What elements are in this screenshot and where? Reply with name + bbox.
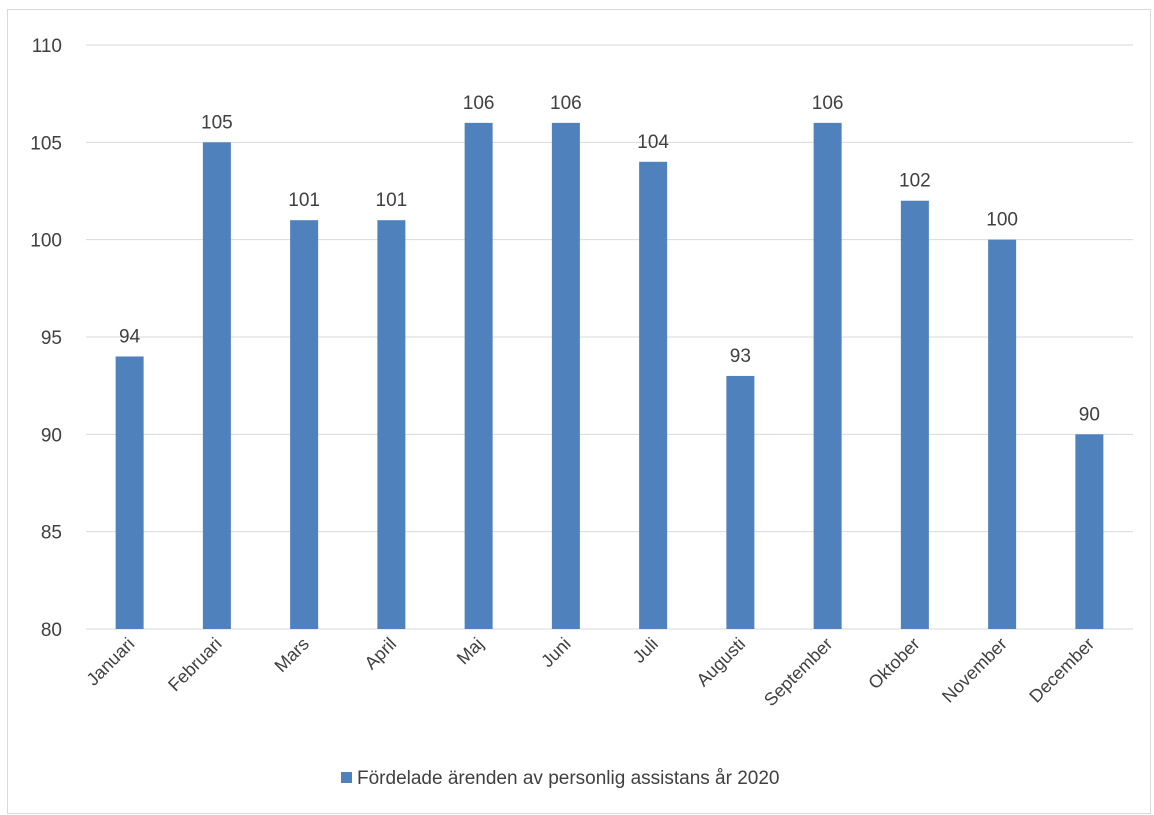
bar: [115, 356, 144, 629]
x-category-label: November: [938, 634, 1011, 707]
legend-label: Fördelade ärenden av personlig assistans…: [357, 768, 780, 789]
bar: [900, 200, 929, 629]
x-category-label: December: [1025, 634, 1098, 707]
data-label: 94: [119, 326, 141, 347]
data-labels: 94 105 101 101 106 106 104 93 106 102 100 90: [119, 93, 1100, 425]
x-category-label: Oktober: [864, 634, 923, 693]
legend-swatch: [341, 772, 352, 783]
data-label: 106: [463, 93, 495, 114]
x-category-label: Juni: [537, 634, 574, 671]
x-category-label: Mars: [271, 634, 313, 676]
x-category-label: Maj: [453, 634, 488, 669]
bar: [290, 220, 319, 629]
x-category-label: April: [361, 634, 401, 674]
y-tick-label: 95: [41, 328, 62, 349]
legend: Fördelade ärenden av personlig assistans…: [341, 768, 780, 789]
x-axis-categories: Januari Februari Mars April Maj Juni Juli Augus…: [83, 634, 1099, 710]
bar: [551, 122, 580, 629]
x-category-label: Februari: [164, 634, 226, 696]
y-tick-label: 100: [30, 231, 62, 252]
data-label: 93: [730, 346, 751, 367]
bar: [1075, 434, 1104, 629]
y-tick-label: 80: [41, 620, 62, 641]
bar: [202, 142, 231, 630]
bar: [464, 122, 493, 629]
data-label: 104: [637, 132, 669, 153]
x-category-label: Januari: [83, 634, 139, 690]
data-label: 106: [550, 93, 582, 114]
bar: [988, 239, 1017, 629]
y-tick-label: 105: [30, 133, 62, 154]
bar: [377, 220, 406, 629]
bars: [115, 122, 1104, 630]
y-tick-label: 85: [41, 523, 62, 544]
x-category-label: Augusti: [693, 634, 750, 691]
x-category-label: September: [760, 634, 836, 710]
data-label: 105: [201, 112, 233, 133]
data-label: 106: [812, 93, 844, 114]
data-label: 90: [1079, 404, 1100, 425]
y-axis-ticks: 80 85 90 95 100 105 110: [30, 36, 62, 641]
x-category-label: Juli: [629, 634, 662, 667]
bar: [813, 122, 842, 629]
data-label: 100: [986, 210, 1018, 231]
data-label: 101: [288, 190, 320, 211]
gridlines: [86, 44, 1133, 630]
y-tick-label: 110: [32, 36, 62, 57]
bar: [639, 161, 668, 630]
data-label: 102: [899, 171, 931, 192]
bar: [726, 375, 755, 629]
y-tick-label: 90: [41, 425, 62, 446]
data-label: 101: [376, 190, 408, 211]
